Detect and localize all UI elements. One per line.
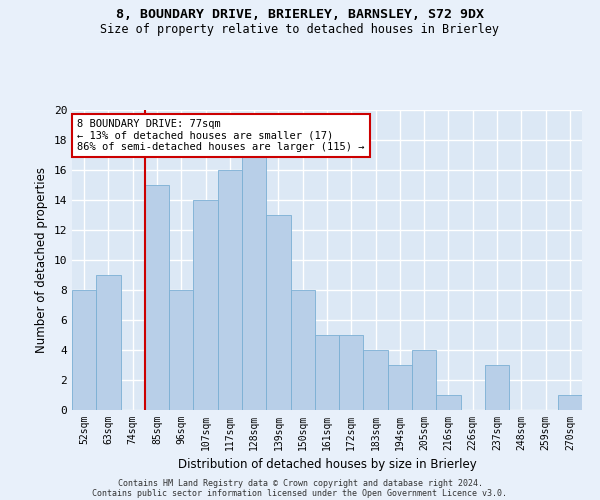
Bar	[290, 290, 315, 410]
Text: Size of property relative to detached houses in Brierley: Size of property relative to detached ho…	[101, 22, 499, 36]
Text: Contains public sector information licensed under the Open Government Licence v3: Contains public sector information licen…	[92, 488, 508, 498]
Bar	[558, 395, 582, 410]
Bar	[315, 335, 339, 410]
Bar	[72, 290, 96, 410]
Bar	[339, 335, 364, 410]
X-axis label: Distribution of detached houses by size in Brierley: Distribution of detached houses by size …	[178, 458, 476, 471]
Bar	[96, 275, 121, 410]
Bar	[364, 350, 388, 410]
Text: 8, BOUNDARY DRIVE, BRIERLEY, BARNSLEY, S72 9DX: 8, BOUNDARY DRIVE, BRIERLEY, BARNSLEY, S…	[116, 8, 484, 20]
Bar	[485, 365, 509, 410]
Bar	[169, 290, 193, 410]
Bar	[436, 395, 461, 410]
Bar	[412, 350, 436, 410]
Bar	[218, 170, 242, 410]
Bar	[242, 155, 266, 410]
Y-axis label: Number of detached properties: Number of detached properties	[35, 167, 48, 353]
Bar	[266, 215, 290, 410]
Text: Contains HM Land Registry data © Crown copyright and database right 2024.: Contains HM Land Registry data © Crown c…	[118, 478, 482, 488]
Text: 8 BOUNDARY DRIVE: 77sqm
← 13% of detached houses are smaller (17)
86% of semi-de: 8 BOUNDARY DRIVE: 77sqm ← 13% of detache…	[77, 119, 365, 152]
Bar	[388, 365, 412, 410]
Bar	[145, 185, 169, 410]
Bar	[193, 200, 218, 410]
